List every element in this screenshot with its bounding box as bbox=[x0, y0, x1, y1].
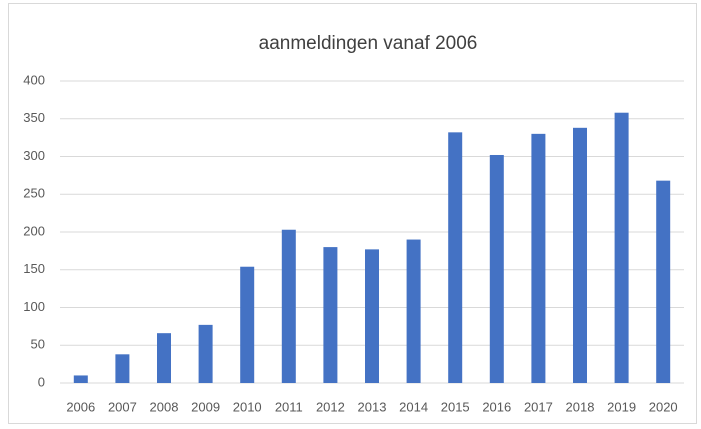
y-tick-label: 350 bbox=[23, 110, 45, 125]
x-tick-label: 2013 bbox=[358, 399, 387, 414]
bar bbox=[614, 112, 629, 384]
x-tick-label: 2020 bbox=[649, 399, 678, 414]
x-tick-label: 2019 bbox=[607, 399, 636, 414]
x-tick-label: 2008 bbox=[150, 399, 179, 414]
y-tick-label: 300 bbox=[23, 148, 45, 163]
bar bbox=[198, 324, 213, 383]
bar bbox=[157, 333, 171, 383]
bar bbox=[448, 132, 463, 383]
chart-title: aanmeldingen vanaf 2006 bbox=[259, 33, 478, 54]
x-tick-label: 2010 bbox=[233, 399, 262, 414]
y-tick-label: 200 bbox=[23, 223, 45, 238]
bar bbox=[531, 133, 546, 383]
x-tick-label: 2012 bbox=[316, 399, 345, 414]
x-tick-label: 2011 bbox=[275, 399, 303, 414]
x-tick-label: 2015 bbox=[441, 399, 470, 414]
y-tick-label: 400 bbox=[23, 72, 45, 87]
y-tick-label: 0 bbox=[38, 374, 45, 389]
x-tick-label: 2006 bbox=[66, 399, 95, 414]
bar bbox=[281, 229, 296, 383]
y-tick-label: 250 bbox=[23, 186, 45, 201]
chart-border bbox=[8, 3, 697, 424]
y-tick-label: 150 bbox=[23, 261, 45, 276]
x-tick-label: 2018 bbox=[566, 399, 595, 414]
bar bbox=[323, 247, 338, 383]
bar bbox=[406, 239, 421, 383]
y-tick-label: 100 bbox=[23, 299, 45, 314]
bar bbox=[489, 154, 504, 383]
x-tick-label: 2017 bbox=[524, 399, 553, 414]
bar bbox=[240, 266, 255, 383]
x-tick-label: 2014 bbox=[399, 399, 428, 414]
bar bbox=[115, 354, 130, 383]
x-tick-label: 2009 bbox=[191, 399, 220, 414]
bar bbox=[656, 180, 671, 383]
x-tick-label: 2016 bbox=[482, 399, 511, 414]
y-tick-label: 50 bbox=[31, 337, 45, 352]
bar bbox=[573, 127, 587, 383]
bar bbox=[365, 249, 379, 383]
bar bbox=[73, 375, 88, 383]
x-tick-label: 2007 bbox=[108, 399, 137, 414]
